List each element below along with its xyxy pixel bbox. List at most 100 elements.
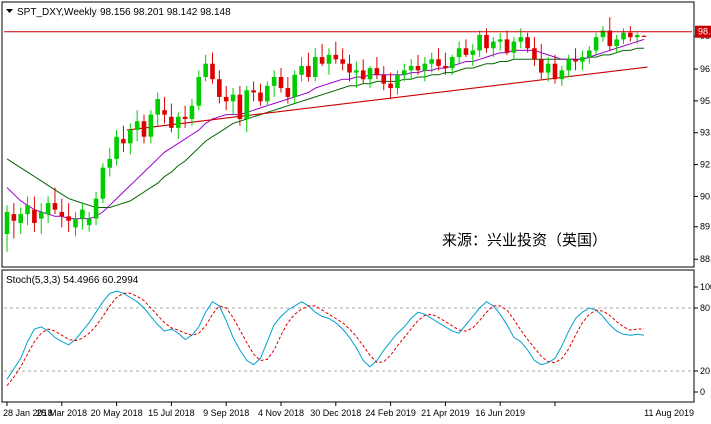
candle <box>552 54 558 84</box>
candle <box>155 92 160 126</box>
candle <box>347 54 352 82</box>
time-tick-label: 11 Aug 2019 <box>644 408 694 418</box>
candle <box>93 192 99 226</box>
candle <box>210 52 215 84</box>
last-price-tag-label: 98.347 <box>698 27 711 37</box>
candle-body <box>278 76 284 89</box>
ma-fast-path <box>6 38 645 220</box>
candle <box>278 68 284 93</box>
candle-body <box>539 59 544 73</box>
candle <box>237 85 243 126</box>
candle-body <box>210 63 215 80</box>
candle <box>148 110 154 144</box>
candle-body <box>511 41 517 53</box>
candle <box>121 125 126 153</box>
candle-body <box>374 68 380 75</box>
last-price-tag: 98.347 <box>695 25 711 38</box>
candle-body <box>251 90 256 93</box>
stoch-signal-line <box>6 292 644 387</box>
candle-body <box>456 48 462 58</box>
candle-body <box>134 121 140 131</box>
candle-body <box>525 37 530 49</box>
candle <box>285 76 291 104</box>
candle <box>66 203 71 232</box>
candle <box>128 123 133 155</box>
candle-body <box>319 57 325 64</box>
candle <box>484 28 489 53</box>
candle-body <box>566 59 571 71</box>
candle <box>354 61 359 89</box>
candle <box>388 72 393 100</box>
candle <box>73 211 78 237</box>
candle-body <box>415 65 421 71</box>
candle <box>511 37 517 60</box>
candle-body <box>408 65 414 71</box>
candle-body <box>436 59 441 66</box>
candle <box>497 32 503 51</box>
collapse-triangle-icon[interactable] <box>6 9 13 13</box>
candle <box>566 54 571 77</box>
candle-body <box>230 94 236 102</box>
candle-body <box>593 37 599 51</box>
last-price-tag-bg <box>695 25 711 38</box>
candle-body <box>395 74 400 89</box>
candle-body <box>477 34 482 51</box>
candle-body <box>573 59 578 62</box>
stoch-tick-label: 20 <box>700 366 710 376</box>
stoch-levels <box>4 307 692 372</box>
candle-body <box>59 211 65 217</box>
candle <box>491 37 496 58</box>
candle-body <box>18 214 23 223</box>
candle-body <box>463 48 469 55</box>
candle <box>634 32 640 44</box>
candle-body <box>182 116 188 120</box>
candle-body <box>367 68 373 80</box>
candle <box>402 63 407 82</box>
candle-body <box>402 70 407 75</box>
candle-body <box>265 85 270 102</box>
candle <box>292 70 297 104</box>
candle-body <box>641 35 647 37</box>
candles <box>4 17 647 252</box>
candle-body <box>545 63 551 73</box>
candle <box>600 26 606 42</box>
candle-body <box>148 114 154 137</box>
price-tick-label: 95.220 <box>700 96 711 106</box>
candle <box>504 30 510 55</box>
candle-body <box>518 37 524 42</box>
candle-body <box>162 110 167 115</box>
candle <box>38 203 44 235</box>
candle-body <box>128 130 133 144</box>
candle <box>141 114 147 144</box>
candle-body <box>326 54 332 64</box>
candle-body <box>223 96 229 102</box>
ma-fast-line <box>6 38 645 220</box>
candle <box>134 110 140 142</box>
candle <box>408 59 414 80</box>
price-tick-label: 96.660 <box>700 64 711 74</box>
stoch-title: Stoch(5,3,3) 54.4966 60.2994 <box>6 275 139 286</box>
candle-body <box>38 211 44 219</box>
candle-body <box>237 94 243 120</box>
candle-body <box>292 74 297 97</box>
candle-body <box>25 205 30 215</box>
candle-body <box>607 30 613 47</box>
candle-body <box>169 116 174 128</box>
candle <box>340 48 345 71</box>
candle <box>25 196 30 226</box>
candle <box>436 48 441 71</box>
candle-body <box>559 70 565 80</box>
candle-body <box>100 167 106 199</box>
candle-body <box>66 216 71 221</box>
ma-slow-path <box>6 47 644 208</box>
candle-body <box>244 90 250 120</box>
candle <box>456 41 462 64</box>
candle-body <box>32 209 37 223</box>
candle <box>59 198 65 228</box>
candle <box>319 43 325 66</box>
candle <box>4 205 10 252</box>
candle <box>374 57 380 80</box>
candle <box>628 26 633 42</box>
time-tick-label: 30 Dec 2018 <box>310 408 361 418</box>
candle <box>18 207 23 235</box>
